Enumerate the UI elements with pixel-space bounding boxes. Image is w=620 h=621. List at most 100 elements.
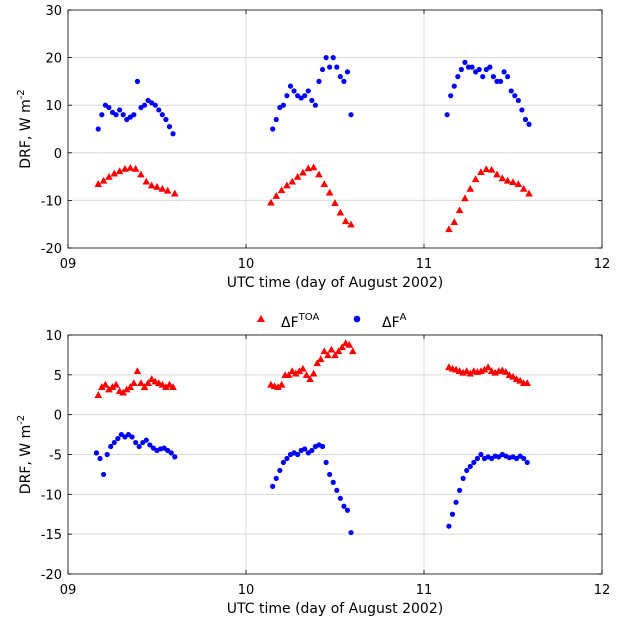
bottom-toa-point — [302, 371, 311, 379]
top-toa-point — [514, 180, 523, 187]
top-toa-point — [466, 184, 475, 192]
bottom-atm-point — [348, 529, 354, 536]
bottom-atm-point — [341, 503, 347, 509]
bottom-atm-point — [467, 463, 473, 470]
top-toa-point — [503, 176, 512, 184]
bottom-atm-point — [460, 475, 466, 481]
bottom-toa-point — [126, 383, 135, 390]
bottom-atm-point — [295, 451, 301, 458]
bottom-atm-point — [115, 435, 121, 442]
bottom-atm-point — [309, 447, 315, 454]
bottom-x-tick-label: 12 — [594, 583, 611, 598]
top-toa-point — [142, 177, 151, 185]
top-atm-point — [291, 88, 297, 94]
bottom-toa-point — [144, 379, 152, 386]
top-atm-point — [159, 112, 165, 118]
top-toa-point — [309, 163, 318, 171]
top-toa-point — [493, 170, 501, 178]
top-atm-point — [512, 93, 518, 99]
top-atm-point — [462, 59, 468, 65]
top-x-axis-label: UTC time (day of August 2002) — [227, 275, 443, 291]
top-toa-point — [121, 164, 129, 172]
top-atm-point — [309, 97, 315, 104]
bottom-atm-point — [129, 434, 135, 440]
top-toa-point — [267, 198, 275, 206]
bottom-toa-point — [316, 355, 325, 363]
top-toa-point — [336, 208, 345, 216]
bottom-x-tick-label: 09 — [60, 583, 77, 598]
top-toa-point — [341, 217, 350, 225]
top-atm-point — [337, 74, 343, 80]
bottom-atm-point — [337, 495, 343, 501]
bottom-atm-point — [327, 471, 333, 478]
bottom-atm-point — [319, 443, 326, 450]
top-toa-point — [325, 188, 334, 196]
top-atm-point — [163, 116, 169, 123]
top-x-tick-label: 11 — [416, 257, 433, 272]
bottom-toa-point — [133, 367, 142, 375]
bottom-atm-point — [524, 459, 530, 466]
bottom-toa-point — [292, 369, 300, 377]
top-atm-point — [334, 64, 340, 70]
top-atm-point — [519, 107, 525, 113]
bottom-atm-point — [449, 511, 456, 517]
top-y-axis-label: DRF, W m-2 — [16, 89, 34, 168]
top-toa-point — [158, 184, 167, 192]
top-toa-point — [304, 164, 313, 172]
top-atm-point — [494, 78, 500, 84]
bottom-atm-point — [270, 483, 276, 489]
top-atm-point — [448, 93, 454, 99]
bottom-atm-point — [273, 475, 279, 481]
bottom-atm-point — [93, 450, 100, 456]
top-atm-point — [444, 112, 450, 118]
top-toa-point — [461, 194, 469, 202]
top-y-tick-label: -20 — [41, 242, 62, 257]
bottom-y-tick-label: 0 — [54, 409, 62, 424]
bottom-toa-point — [122, 385, 131, 393]
top-atm-point — [95, 126, 101, 132]
bottom-atm-point — [302, 446, 308, 452]
bottom-atm-point — [478, 451, 484, 458]
top-plot-frame — [67, 9, 603, 249]
top-atm-point — [526, 121, 532, 127]
bottom-toa-point — [169, 383, 177, 390]
top-atm-point — [480, 74, 486, 80]
top-atm-point — [327, 64, 333, 70]
bottom-atm-point — [323, 459, 329, 466]
top-toa-point — [445, 225, 453, 233]
top-atm-point — [490, 74, 497, 80]
bottom-toa-point — [105, 385, 113, 393]
top-toa-point — [99, 176, 108, 184]
top-toa-point — [131, 164, 140, 172]
bottom-toa-point — [480, 365, 489, 373]
bottom-x-tick-label: 10 — [238, 583, 255, 598]
top-atm-point — [487, 64, 493, 70]
top-y-tick-label: 30 — [45, 4, 62, 19]
top-toa-point — [509, 178, 517, 186]
top-atm-point — [501, 69, 507, 75]
top-atm-point — [141, 102, 148, 108]
top-atm-point — [323, 55, 329, 61]
top-atm-point — [497, 78, 504, 84]
legend: ΔFTOA ΔFA — [257, 312, 407, 331]
bottom-y-tick-label: -5 — [49, 449, 62, 464]
bottom-chart-panel: 09 10 11 12 -20 -15 -10 -5 0 5 10 UTC time (day of … — [16, 329, 610, 617]
bottom-atm-point — [147, 442, 153, 448]
bottom-toa-point — [334, 347, 343, 355]
top-atm-point — [131, 112, 137, 118]
bottom-toa-point — [484, 363, 492, 371]
top-atm-point — [458, 66, 464, 73]
bottom-toa-point — [516, 376, 524, 384]
bottom-atm-point — [334, 487, 340, 493]
bottom-atm-point — [97, 455, 103, 462]
bottom-toa-point — [324, 351, 332, 359]
bottom-toa-point — [466, 369, 475, 377]
bottom-toa-point — [327, 345, 336, 353]
bottom-atm-point — [101, 471, 107, 478]
top-atm-point — [330, 55, 336, 61]
top-toa-point — [315, 170, 323, 178]
bottom-atm-point — [133, 439, 139, 446]
bottom-toa-point — [112, 380, 120, 388]
top-toa-point — [455, 206, 464, 214]
top-atm-point — [305, 88, 311, 94]
